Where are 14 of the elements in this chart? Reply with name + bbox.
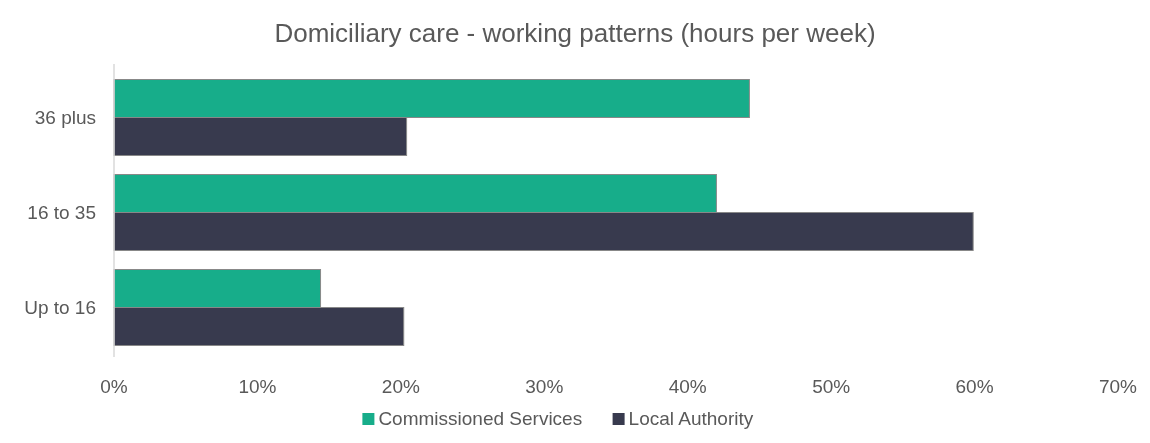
y-tick-label: 36 plus [34, 107, 96, 129]
y-tick-label: Up to 16 [24, 297, 96, 319]
legend-label: Commissioned Services [378, 408, 583, 429]
x-tick-label: 50% [812, 376, 851, 397]
x-tick-label: 30% [525, 376, 564, 397]
x-tick-label: 60% [955, 376, 994, 397]
x-tick-label: 70% [1098, 376, 1138, 397]
y-tick-label: 16 to 35 [27, 202, 96, 224]
x-tick-label: 40% [668, 376, 707, 397]
chart-title: Domiciliary care - working patterns (hours per week) [274, 18, 876, 48]
x-tick-label: 20% [381, 376, 420, 397]
x-tick-label: 0% [100, 376, 128, 397]
legend-label: Local Authority [628, 408, 754, 429]
x-tick-label: 10% [238, 376, 277, 397]
